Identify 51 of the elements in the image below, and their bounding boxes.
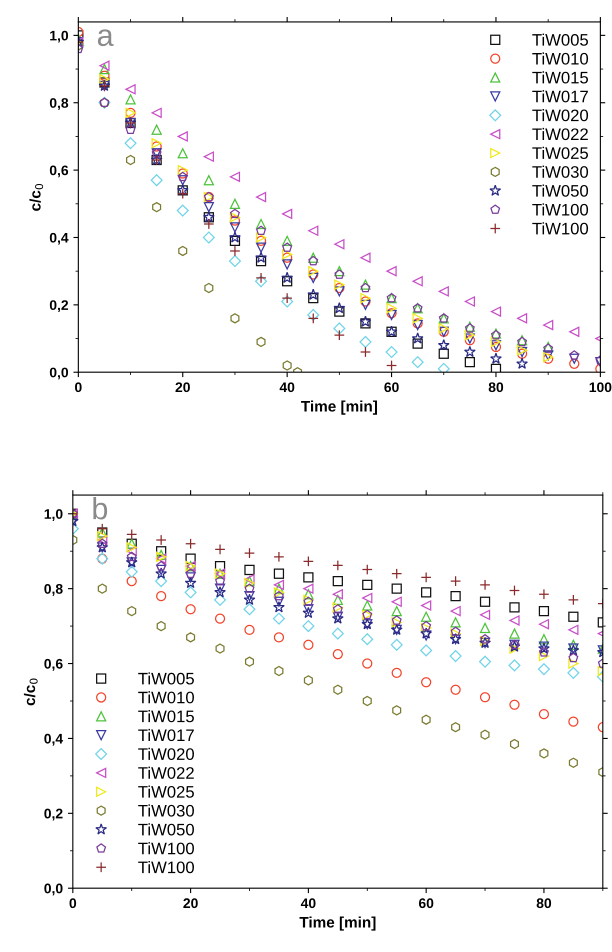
legend-label: TiW100 <box>138 842 194 854</box>
y-tick-label: 0,0 <box>44 884 63 896</box>
legend-label: TiW005 <box>532 34 588 46</box>
y-tick-label: 1,0 <box>44 509 63 521</box>
x-tick-label: 80 <box>488 382 504 392</box>
y-tick-label: 0,6 <box>44 658 63 671</box>
x-tick-label: 80 <box>536 898 552 908</box>
y-tick-label: 0,8 <box>50 98 68 110</box>
legend-label: TiW017 <box>138 728 194 742</box>
x-axis-title: Time [min] <box>301 400 377 415</box>
x-tick-label: 60 <box>418 898 434 908</box>
legend-label: TiW010 <box>532 52 588 65</box>
legend-label: TiW010 <box>138 691 194 704</box>
y-axis-title: c/c$_{0}$ <box>24 678 38 706</box>
legend-label: TiW015 <box>532 71 588 84</box>
y-tick-label: 0,4 <box>50 232 69 245</box>
x-tick-label: 20 <box>176 382 190 392</box>
x-tick-label: 40 <box>300 898 316 908</box>
legend-label: TiW020 <box>138 748 194 760</box>
y-tick-label: 1,0 <box>50 30 68 43</box>
annotation: a <box>98 29 114 46</box>
y-tick-label: 0,0 <box>50 368 68 380</box>
x-tick-label: 60 <box>384 382 399 392</box>
legend-label: TiW100 <box>532 222 588 235</box>
y-tick-label: 0,8 <box>44 584 63 596</box>
x-tick-label: 40 <box>280 382 294 392</box>
legend-label: TiW100 <box>138 861 194 874</box>
legend-label: TiW015 <box>138 710 194 722</box>
legend-label: TiW030 <box>138 804 194 817</box>
x-tick-label: 0 <box>70 898 76 908</box>
x-tick-label: 20 <box>183 898 198 908</box>
legend-label: TiW022 <box>138 766 194 779</box>
y-tick-label: 0,4 <box>44 734 64 746</box>
x-axis-title: Time [min] <box>300 916 376 931</box>
legend-label: TiW017 <box>532 90 588 102</box>
y-tick-label: 0,2 <box>50 300 68 312</box>
y-tick-label: 0,2 <box>44 808 63 821</box>
x-tick-label: 100 <box>590 382 612 392</box>
y-tick-label: 0,6 <box>50 165 68 178</box>
legend-label: TiW020 <box>532 109 588 122</box>
legend-label: TiW050 <box>532 184 588 197</box>
annotation: b <box>93 497 108 520</box>
legend-label: TiW050 <box>138 823 194 836</box>
y-axis-title: c/c$_{0}$ <box>29 184 44 211</box>
legend-label: TiW100 <box>532 203 588 216</box>
legend-label: TiW025 <box>138 786 194 798</box>
x-tick-label: 0 <box>75 382 82 392</box>
legend-label: TiW025 <box>532 146 588 160</box>
legend-label: TiW030 <box>532 166 588 178</box>
legend-label: TiW022 <box>532 128 588 140</box>
legend-label: TiW005 <box>138 672 194 685</box>
